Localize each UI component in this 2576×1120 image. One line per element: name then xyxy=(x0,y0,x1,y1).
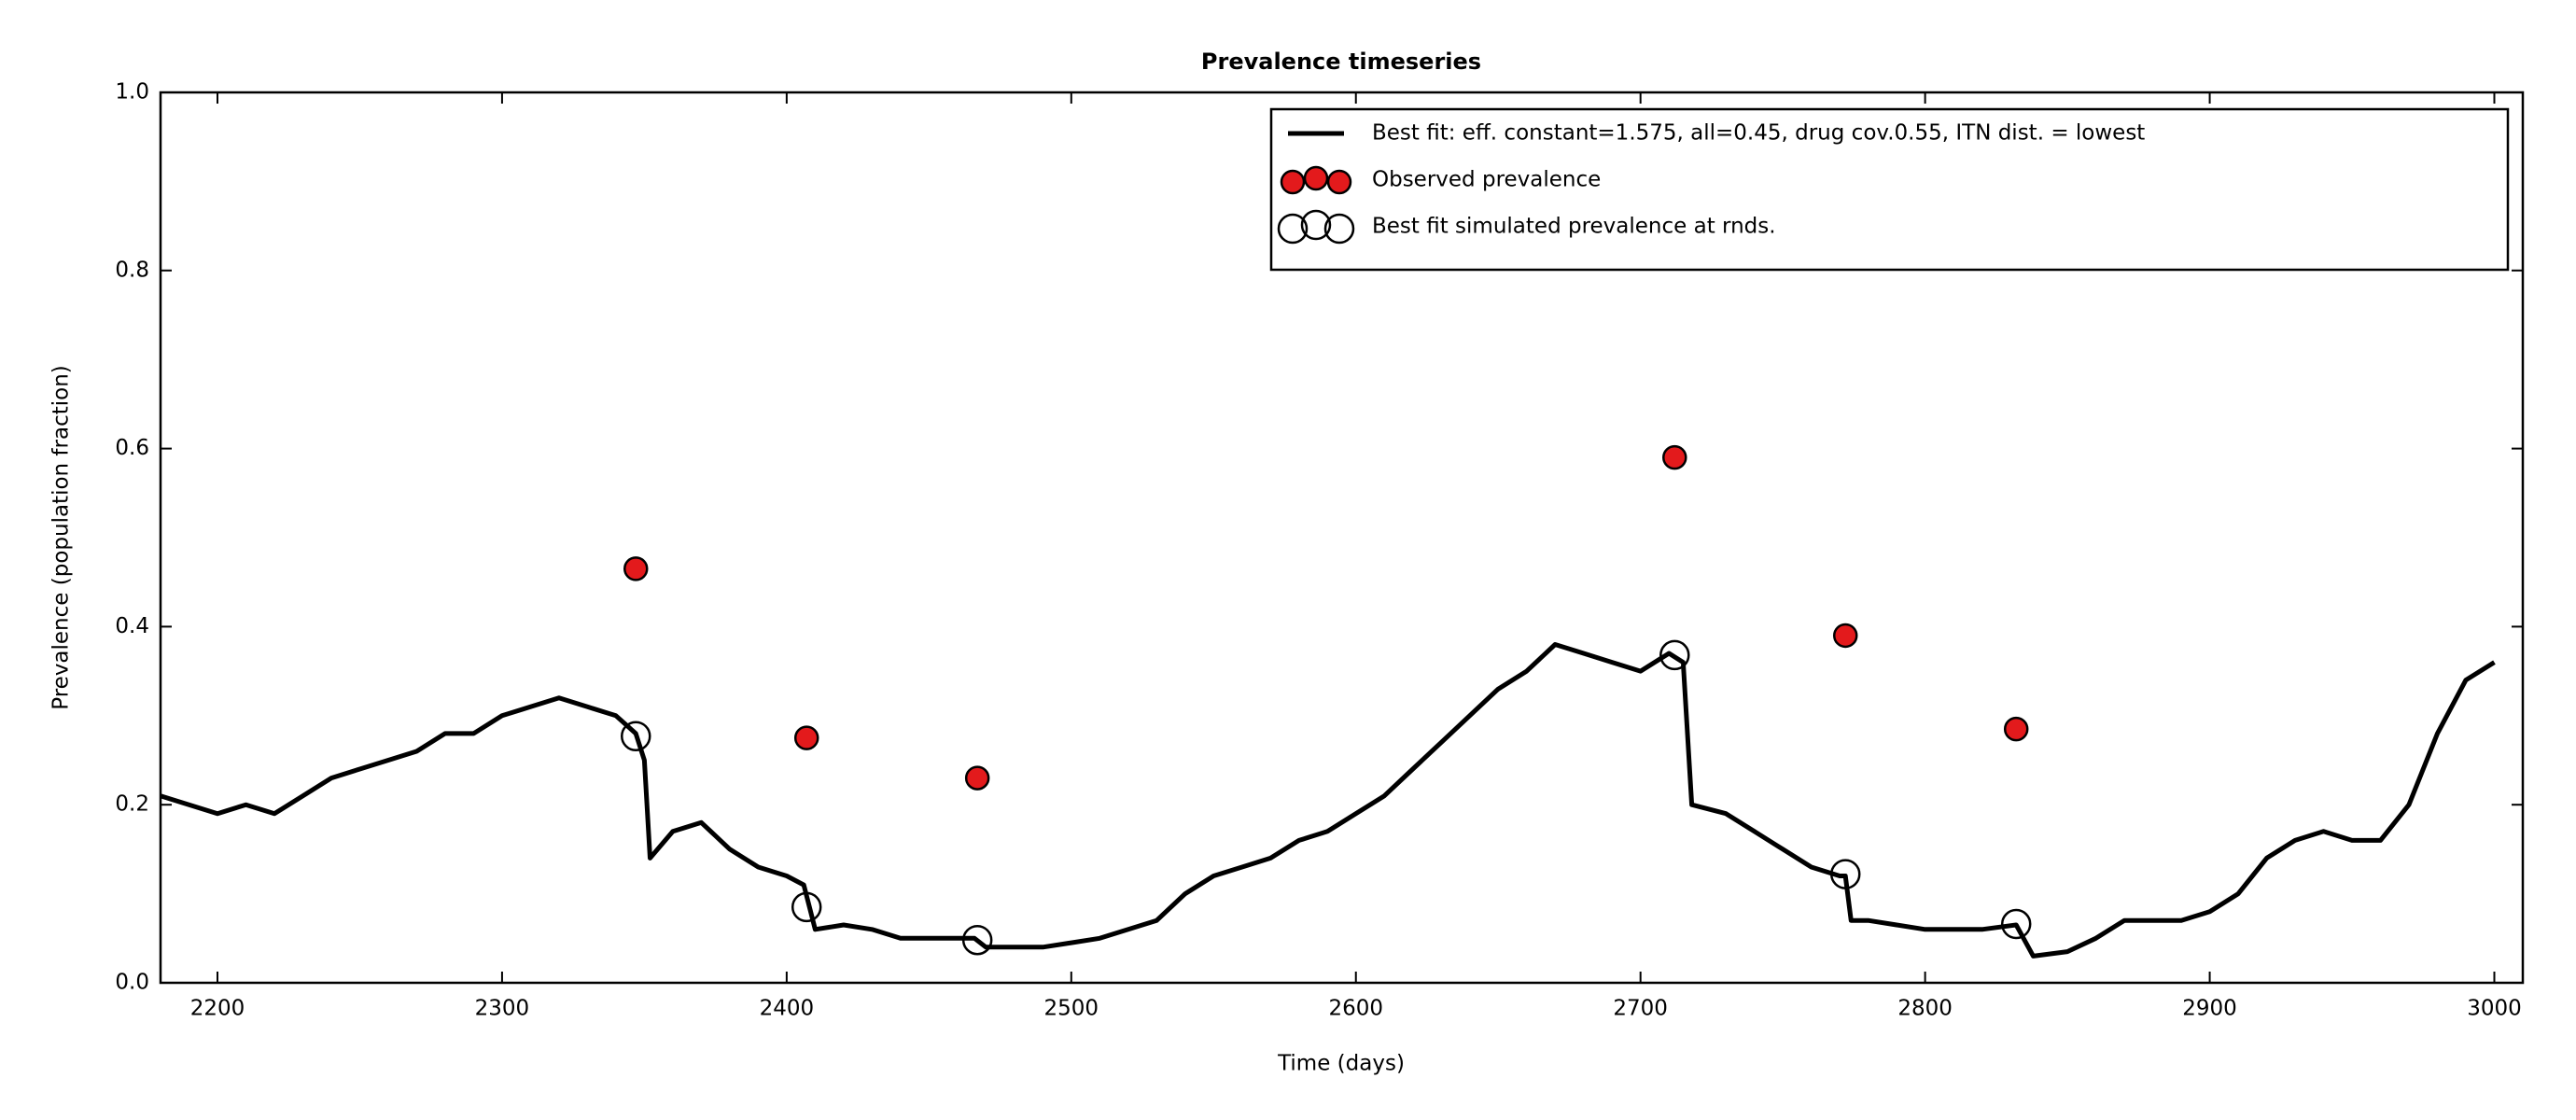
y-tick-label: 0.6 xyxy=(115,436,149,460)
plot-frame xyxy=(159,91,2525,985)
x-tick-label: 2200 xyxy=(190,997,245,1021)
y-tick-label: 1.0 xyxy=(115,80,149,105)
point xyxy=(791,891,822,923)
x-axis-label: Time (days) xyxy=(1277,1052,1405,1076)
y-tick-label: 0.0 xyxy=(115,971,149,995)
legend-label: Best fit: eff. constant=1.575, all=0.45,… xyxy=(1372,121,2145,146)
legend-label: Observed prevalence xyxy=(1372,168,1601,192)
x-tick-label: 2600 xyxy=(1328,997,1383,1021)
y-tick-label: 0.2 xyxy=(115,792,149,817)
chart-title: Prevalence timeseries xyxy=(1201,49,1481,75)
legend-swatch xyxy=(1326,169,1352,195)
legend-swatch xyxy=(1300,209,1332,241)
x-tick-label: 2800 xyxy=(1897,997,1953,1021)
line xyxy=(160,642,2496,959)
legend-box xyxy=(1269,107,2510,272)
point xyxy=(793,725,819,750)
y-axis-label: Prevalence (population fraction) xyxy=(49,365,74,710)
point xyxy=(1832,623,1858,649)
x-tick-label: 2700 xyxy=(1613,997,1668,1021)
y-tick-label: 0.8 xyxy=(115,258,149,282)
point xyxy=(1662,444,1687,470)
x-tick-label: 2400 xyxy=(760,997,815,1021)
x-tick-label: 3000 xyxy=(2467,997,2522,1021)
point xyxy=(1659,639,1690,671)
point xyxy=(1829,859,1861,889)
legend-swatch xyxy=(1303,165,1329,191)
point xyxy=(964,765,990,791)
legend-swatch xyxy=(1280,169,1306,195)
point xyxy=(2003,716,2029,742)
point xyxy=(961,924,993,956)
x-tick-label: 2500 xyxy=(1044,997,1099,1021)
x-tick-label: 2300 xyxy=(475,997,530,1021)
point xyxy=(620,721,651,751)
point xyxy=(2000,908,2032,940)
legend-swatch xyxy=(1277,213,1309,245)
point xyxy=(623,556,649,581)
legend-swatch xyxy=(1323,213,1355,245)
legend-label: Best fit simulated prevalence at rnds. xyxy=(1372,215,1776,239)
y-tick-label: 0.4 xyxy=(115,614,149,638)
x-tick-label: 2900 xyxy=(2182,997,2237,1021)
